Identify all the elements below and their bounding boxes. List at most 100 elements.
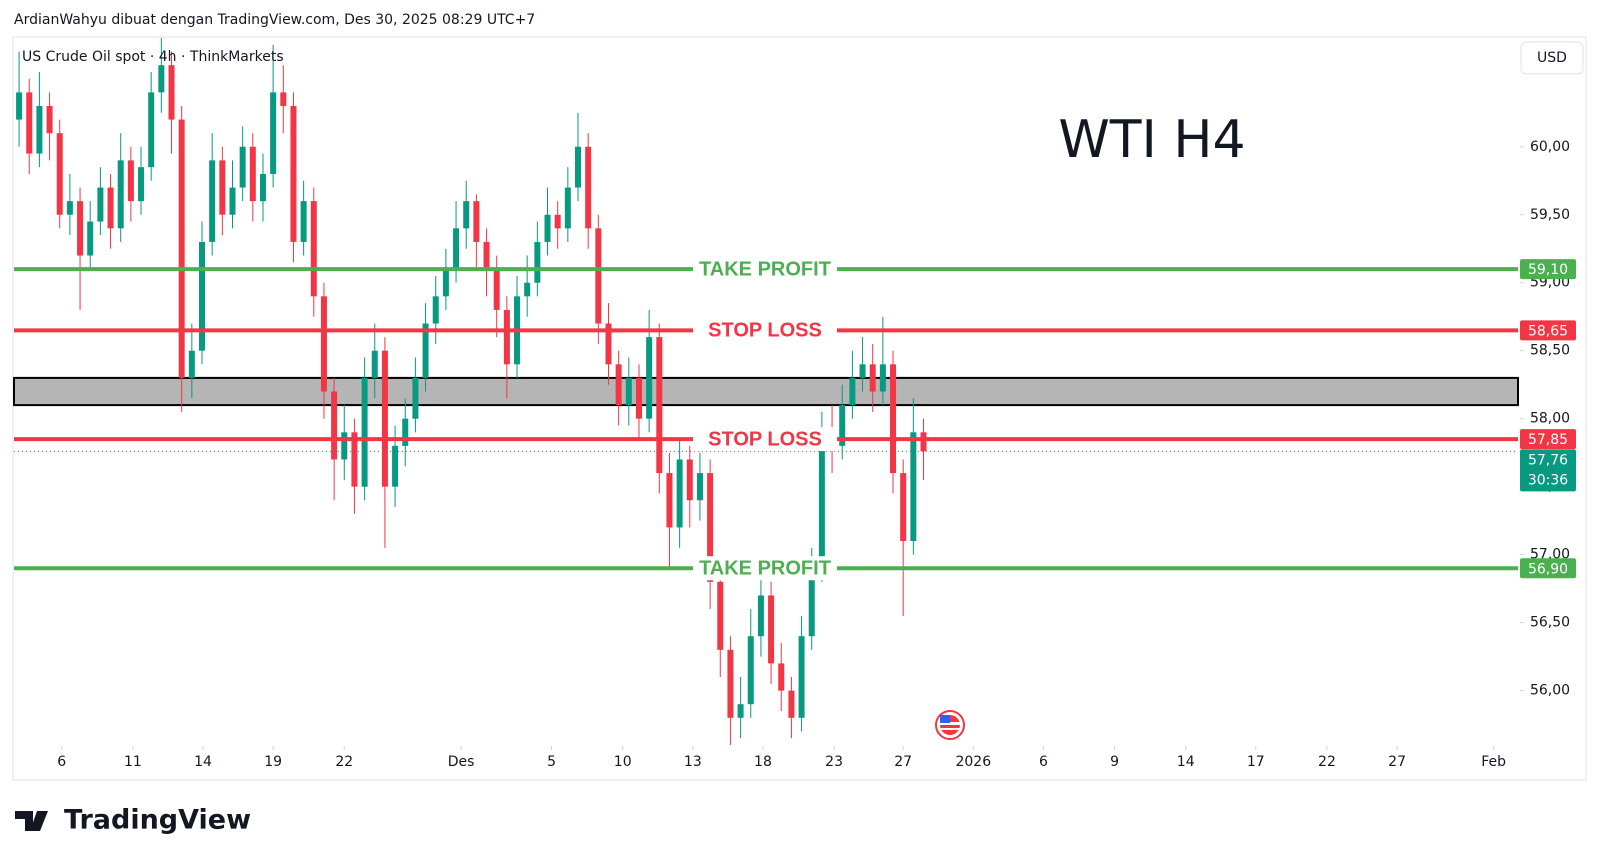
candle-body [442, 269, 449, 297]
candle-body [869, 364, 876, 392]
level-price: 57,85 [1528, 432, 1568, 448]
candle-body [219, 160, 226, 215]
candle-body [859, 364, 866, 378]
candle-body [635, 377, 642, 419]
x-tick-label: 22 [1318, 754, 1336, 770]
x-tick-label: Des [448, 754, 475, 770]
candle-body [87, 221, 94, 256]
candle-body [656, 337, 663, 474]
x-tick-label: 27 [894, 754, 912, 770]
candle-body [188, 350, 195, 378]
candle-body [910, 432, 917, 542]
candle-body [808, 568, 815, 637]
x-tick-label: 6 [1039, 754, 1048, 770]
level-label: TAKE PROFIT [699, 558, 831, 580]
candle-body [361, 377, 368, 487]
currency[interactable]: USD [1537, 50, 1567, 66]
candle-body [503, 309, 510, 365]
candle-body [351, 432, 358, 487]
candle-body [493, 269, 500, 310]
candle-body [524, 282, 531, 297]
countdown: 30:36 [1528, 472, 1568, 488]
level-label: STOP LOSS [708, 428, 822, 450]
candle-body [686, 459, 693, 501]
x-tick-label: Feb [1481, 754, 1506, 770]
candle-body [879, 364, 886, 392]
candle-body [676, 459, 683, 528]
candle-body [178, 119, 185, 378]
candle-body [473, 201, 480, 242]
level-label: TAKE PROFIT [699, 258, 831, 280]
flag-stripe [940, 728, 960, 730]
level-price-box [1520, 558, 1576, 579]
x-tick-label: 13 [684, 754, 702, 770]
candle-body [666, 473, 673, 528]
candle-body [818, 432, 825, 569]
header: ArdianWahyu dibuat dengan TradingView.co… [14, 12, 535, 28]
level-price: 58,65 [1528, 323, 1568, 339]
brand-name[interactable]: TradingView [64, 805, 251, 836]
flag-canton [940, 715, 950, 723]
candle-body [757, 595, 764, 637]
chart-title: WTI H4 [1058, 110, 1245, 170]
y-tick-label: 60,00 [1530, 139, 1570, 155]
candle-body [432, 296, 439, 324]
flag-stripe [940, 722, 960, 725]
y-tick-label: 58,50 [1530, 343, 1570, 359]
candle-body [544, 214, 551, 242]
candle-body [36, 105, 43, 154]
candle-body [554, 214, 561, 229]
candle-body [331, 391, 338, 460]
candle-body [696, 473, 703, 501]
x-tick-label: 22 [335, 754, 353, 770]
y-tick-label: 58,00 [1530, 411, 1570, 427]
candle-body [107, 187, 114, 229]
candle-body [534, 241, 541, 283]
candle-body [483, 241, 490, 270]
candle-body [249, 146, 256, 202]
candle-body [310, 201, 317, 297]
level-label-gap [693, 556, 837, 581]
candle-body [138, 167, 145, 202]
level-price-box [1520, 259, 1576, 280]
event-flag[interactable] [935, 710, 965, 740]
candle-body [16, 92, 23, 120]
candle-body [422, 323, 429, 378]
brand-logo[interactable]: TradingView [15, 805, 251, 836]
candle-body [290, 105, 297, 242]
candle-body [564, 187, 571, 229]
candle-body [229, 187, 236, 215]
candle-body [920, 432, 927, 452]
x-tick-label: 11 [124, 754, 142, 770]
candle-body [26, 92, 33, 154]
x-tick-label: 14 [194, 754, 212, 770]
candle-body [97, 187, 104, 222]
symbol: US Crude Oil spot · 4h · ThinkMarkets [22, 49, 284, 65]
candle-body [381, 350, 388, 487]
x-tick-label: 23 [825, 754, 843, 770]
x-tick-label: 6 [57, 754, 66, 770]
level-label-gap [693, 318, 837, 343]
x-tick-label: 9 [1110, 754, 1119, 770]
y-tick-label: 56,50 [1530, 615, 1570, 631]
x-tick-label: 10 [614, 754, 632, 770]
candle-body [788, 690, 795, 718]
candle-body [595, 228, 602, 324]
currency-box[interactable] [1520, 41, 1584, 75]
x-tick-label: 18 [754, 754, 772, 770]
candle-body [199, 241, 205, 351]
y-tick-label: 56,00 [1530, 683, 1570, 699]
candle-body [625, 377, 632, 406]
level-price: 59,10 [1528, 262, 1568, 278]
candle-body [463, 201, 470, 229]
level-label: STOP LOSS [708, 320, 822, 342]
candle-body [585, 146, 592, 229]
candle-body [320, 296, 327, 392]
candle-body [158, 65, 165, 93]
y-tick-label: 59,50 [1530, 207, 1570, 223]
level-price-box [1520, 429, 1576, 450]
candle-body [453, 228, 460, 270]
x-tick-label: 2026 [955, 754, 991, 770]
plot-area: 56,0056,5057,0057,5058,0058,5059,0059,50… [13, 38, 1576, 770]
